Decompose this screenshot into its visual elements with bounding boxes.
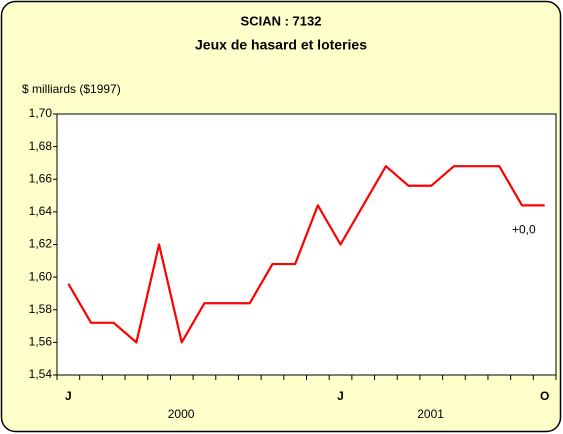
chart-title: SCIAN : 7132: [241, 13, 322, 28]
y-tick-label: 1,64: [29, 204, 53, 218]
plot-area: [56, 113, 557, 376]
y-tick-label: 1,66: [29, 171, 53, 185]
x-tick-label: O: [540, 389, 549, 403]
y-axis-label: $ milliards ($1997): [22, 82, 121, 96]
y-tick-label: 1,56: [29, 335, 53, 349]
line-series: [67, 165, 545, 344]
y-tick-label: 1,60: [29, 269, 53, 283]
chart-subtitle: Jeux de hasard et loteries: [195, 37, 367, 53]
y-tick-label: 1,70: [29, 106, 53, 120]
x-tick-label: J: [65, 389, 72, 403]
year-label: 2000: [168, 407, 195, 421]
annotation: +0,0: [512, 223, 536, 237]
x-tick-label: J: [337, 389, 344, 403]
y-tick-label: 1,54: [29, 367, 53, 381]
y-tick-label: 1,68: [29, 139, 53, 153]
year-label: 2001: [417, 407, 444, 421]
y-tick-label: 1,62: [29, 237, 53, 251]
y-tick-label: 1,58: [29, 302, 53, 316]
